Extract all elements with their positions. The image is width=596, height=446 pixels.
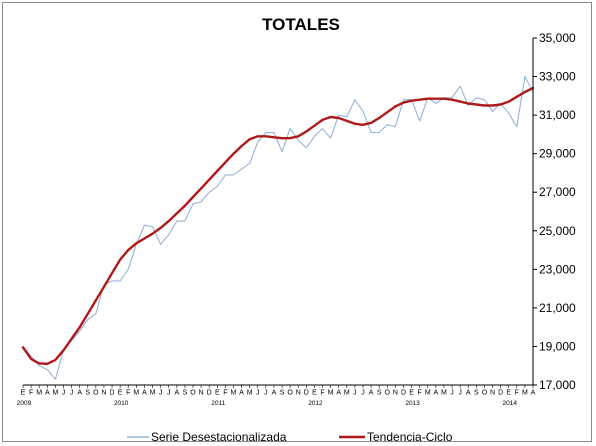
x-month-label: F <box>223 390 227 397</box>
plot-area <box>21 76 535 380</box>
x-month-label: J <box>353 390 357 397</box>
x-month-label: A <box>239 390 244 397</box>
x-month-label: O <box>287 390 293 397</box>
series-line-trend <box>21 86 535 365</box>
legend: Serie Desestacionalizada Tendencia-Ciclo <box>127 430 453 443</box>
x-year-label: 2010 <box>114 400 129 407</box>
x-month-label: D <box>207 390 212 397</box>
x-month-label: S <box>474 390 479 397</box>
x-month-label: S <box>377 390 382 397</box>
x-month-label: J <box>361 390 365 397</box>
x-month-label: M <box>231 390 237 397</box>
x-month-label: J <box>458 390 462 397</box>
y-tick-label: 25,000 <box>539 224 576 238</box>
x-year-label: 2012 <box>308 400 323 407</box>
x-month-label: M <box>328 390 334 397</box>
x-year-label: 2009 <box>17 400 32 407</box>
x-year-label: 2013 <box>405 400 420 407</box>
x-month-label: M <box>52 390 58 397</box>
x-month-label: N <box>490 390 495 397</box>
legend-label-trend: Tendencia-Ciclo <box>367 430 453 443</box>
x-month-label: D <box>304 390 309 397</box>
x-month-label: J <box>159 390 163 397</box>
x-month-label: N <box>393 390 398 397</box>
x-month-label: M <box>133 390 139 397</box>
y-tick-label: 27,000 <box>539 185 576 199</box>
x-month-label: M <box>36 390 42 397</box>
x-month-label: A <box>272 390 277 397</box>
x-month-label: M <box>150 390 156 397</box>
x-month-label: S <box>183 390 188 397</box>
x-month-label: S <box>280 390 285 397</box>
x-month-label: A <box>434 390 439 397</box>
x-month-label: O <box>385 390 391 397</box>
x-month-label: D <box>498 390 503 397</box>
y-tick-label: 19,000 <box>539 339 576 353</box>
chart-frame: Totales 17,000 19,000 21,000 23,000 25,000 27… <box>2 2 592 443</box>
axes: 17,000 19,000 21,000 23,000 25,000 27,000 29,0… <box>17 31 576 407</box>
x-month-label: E <box>409 390 414 397</box>
x-month-label: O <box>190 390 196 397</box>
series-line-seasonal <box>22 76 534 380</box>
x-month-label: S <box>85 390 90 397</box>
x-year-label: 2014 <box>502 400 517 407</box>
x-year-label: 2011 <box>211 400 225 407</box>
x-month-label: N <box>101 390 106 397</box>
x-month-label: J <box>70 390 74 397</box>
x-month-label: F <box>320 390 324 397</box>
y-tick-label: 33,000 <box>539 70 576 84</box>
x-month-label: D <box>401 390 406 397</box>
y-tick-label: 17,000 <box>539 378 576 392</box>
y-tick-label: 31,000 <box>539 108 576 122</box>
x-month-label: A <box>142 390 147 397</box>
x-month-label: A <box>336 390 341 397</box>
chart-svg: Totales 17,000 19,000 21,000 23,000 25,000 27… <box>17 15 576 443</box>
x-month-label: E <box>215 390 220 397</box>
x-month-label: E <box>506 390 511 397</box>
x-month-label: D <box>110 390 115 397</box>
x-month-label: O <box>93 390 99 397</box>
x-month-label: F <box>515 390 519 397</box>
x-month-label: E <box>312 390 317 397</box>
x-month-label: N <box>296 390 301 397</box>
x-month-label: J <box>264 390 268 397</box>
x-month-label: M <box>344 390 350 397</box>
x-month-label: E <box>118 390 123 397</box>
x-month-label: A <box>531 390 536 397</box>
x-month-label: M <box>522 390 528 397</box>
x-month-label: O <box>482 390 488 397</box>
y-tick-label: 29,000 <box>539 147 576 161</box>
x-month-label: M <box>441 390 447 397</box>
x-month-label: A <box>466 390 471 397</box>
x-month-label: M <box>247 390 253 397</box>
x-month-label: A <box>174 390 179 397</box>
x-month-label: M <box>425 390 431 397</box>
y-tick-label: 23,000 <box>539 262 576 276</box>
y-tick-label: 35,000 <box>539 31 576 45</box>
x-month-label: N <box>199 390 204 397</box>
x-month-label: A <box>45 390 50 397</box>
x-month-label: J <box>256 390 260 397</box>
x-month-label: J <box>450 390 454 397</box>
chart-title: Totales <box>262 15 340 34</box>
x-month-label: F <box>29 390 33 397</box>
x-month-label: J <box>62 390 66 397</box>
x-month-label: E <box>21 390 26 397</box>
x-month-label: J <box>167 390 171 397</box>
x-month-label: F <box>126 390 130 397</box>
x-month-label: A <box>369 390 374 397</box>
x-month-label: F <box>418 390 422 397</box>
y-tick-label: 21,000 <box>539 301 576 315</box>
legend-label-seasonal: Serie Desestacionalizada <box>151 430 287 443</box>
x-month-label: A <box>77 390 82 397</box>
